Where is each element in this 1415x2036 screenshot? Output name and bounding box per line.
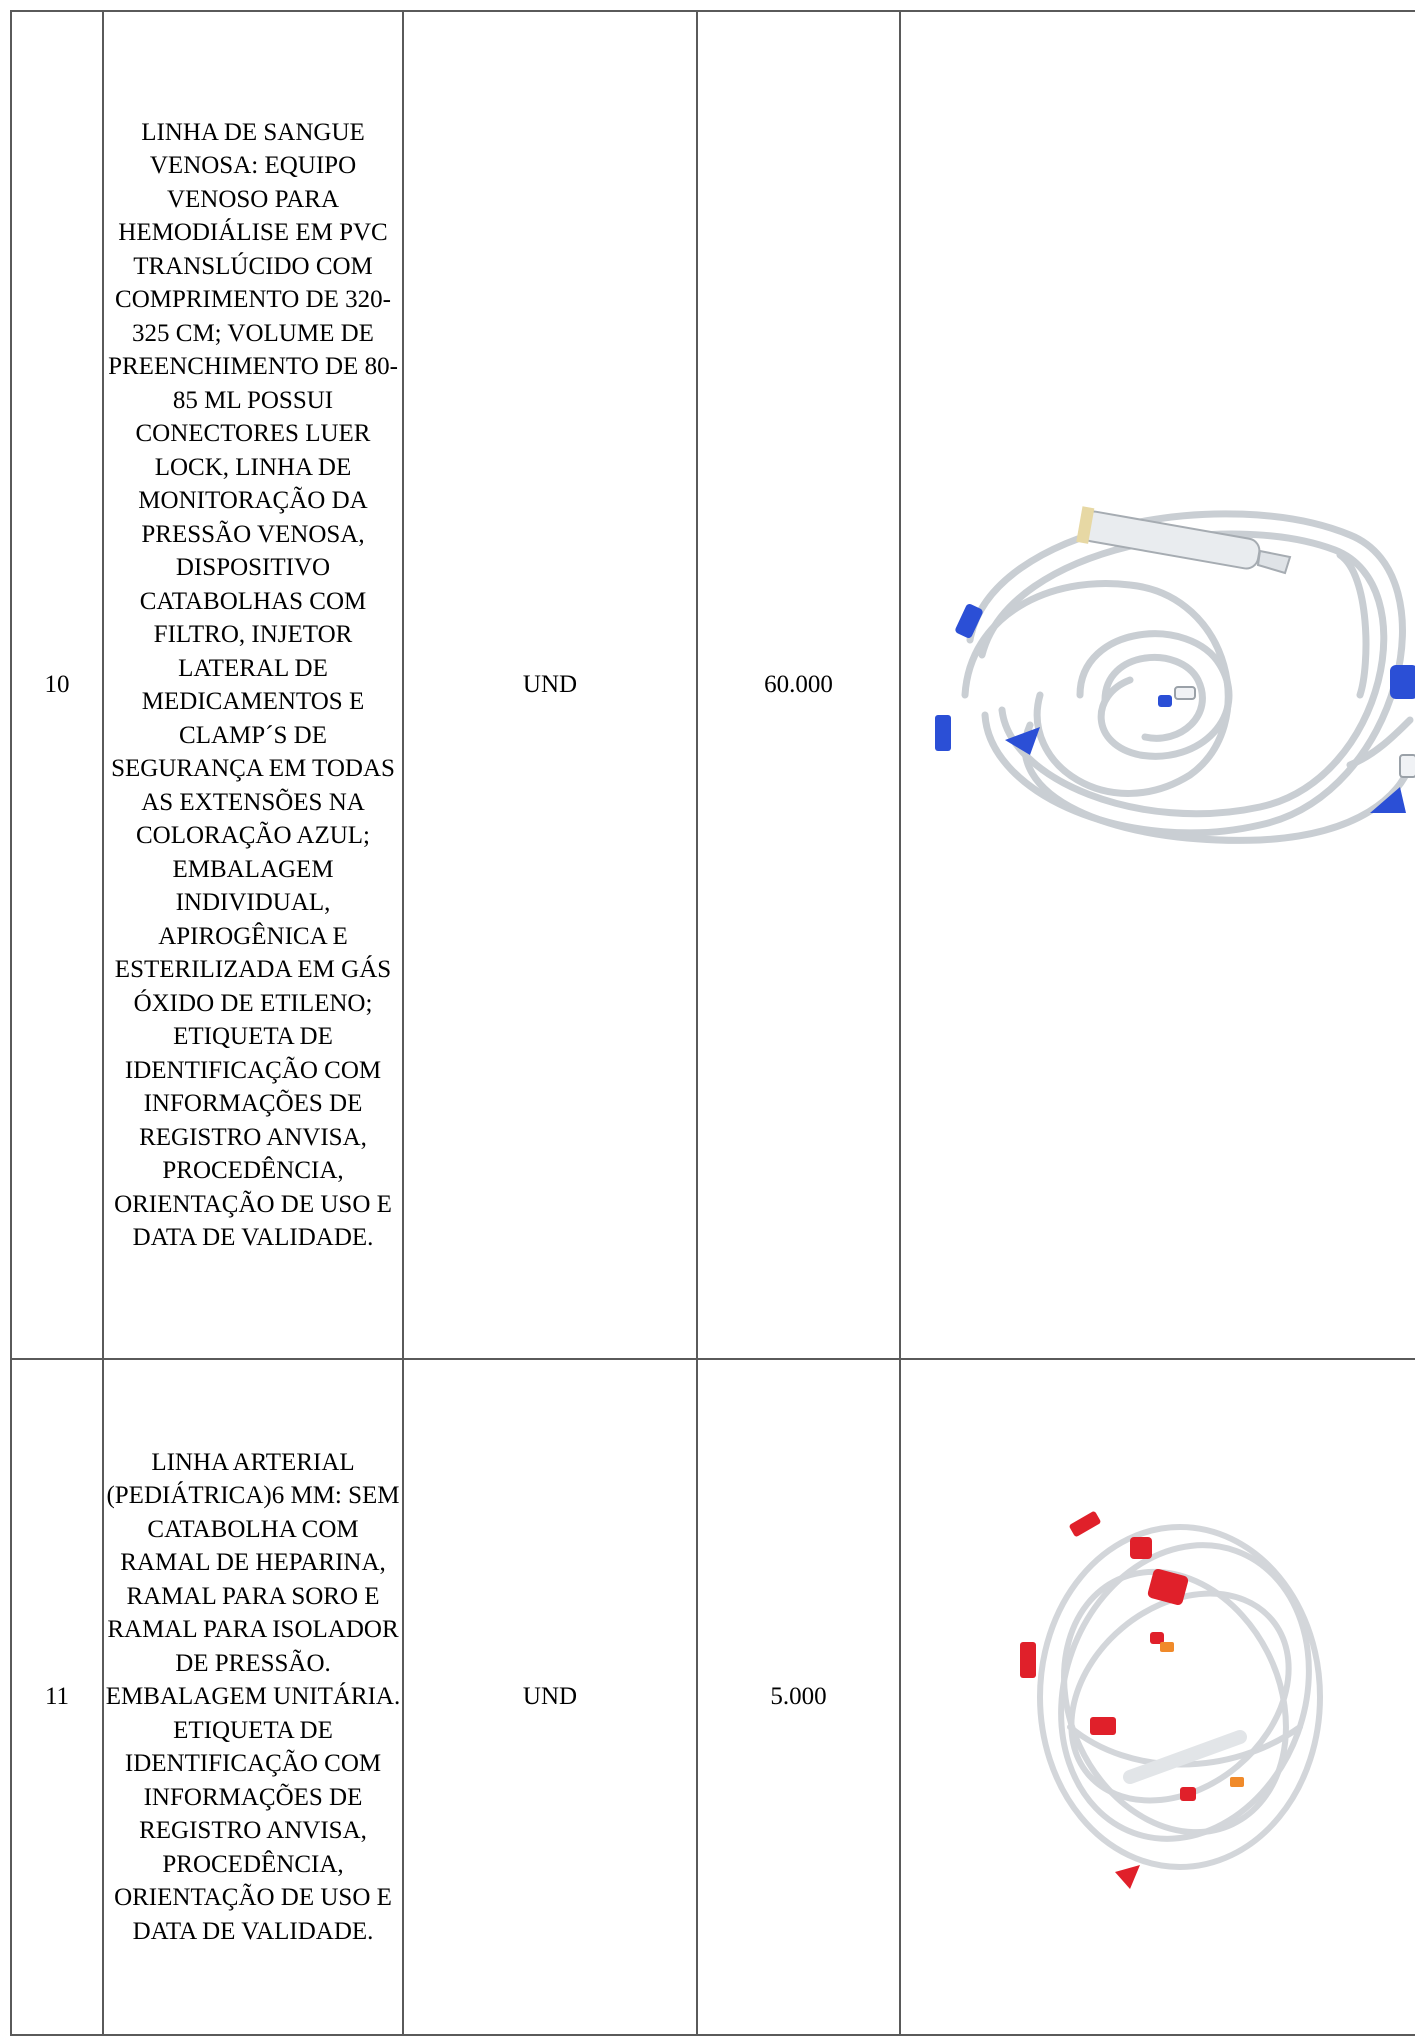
venous-blood-line-photo (935, 506, 1415, 844)
quantity-cell: 60.000 (696, 10, 901, 1360)
item-number-cell: 10 (10, 10, 104, 1360)
item-number-cell: 11 (10, 1358, 104, 2036)
items-table: 10 LINHA DE SANGUE VENOSA: EQUIPO VENOSO… (10, 10, 1415, 2036)
unit-cell: UND (402, 10, 698, 1360)
description-text: LINHA ARTERIAL (PEDIÁTRICA)6 MM: SEM CAT… (105, 1448, 401, 1945)
drip-chamber (1076, 506, 1292, 575)
product-image-cell (899, 10, 1415, 1360)
description-cell: LINHA ARTERIAL (PEDIÁTRICA)6 MM: SEM CAT… (102, 1358, 404, 2036)
table-row: 10 LINHA DE SANGUE VENOSA: EQUIPO VENOSO… (10, 10, 1415, 1360)
product-image-cell (899, 1358, 1415, 2036)
description-text: LINHA DE SANGUE VENOSA: EQUIPO VENOSO PA… (108, 118, 398, 1252)
quantity-cell: 5.000 (696, 1358, 901, 2036)
table-row: 11 LINHA ARTERIAL (PEDIÁTRICA)6 MM: SEM … (10, 1358, 1415, 2036)
arterial-blood-line-photo (1020, 1511, 1323, 1889)
unit-cell: UND (402, 1358, 698, 2036)
description-cell: LINHA DE SANGUE VENOSA: EQUIPO VENOSO PA… (102, 10, 404, 1360)
